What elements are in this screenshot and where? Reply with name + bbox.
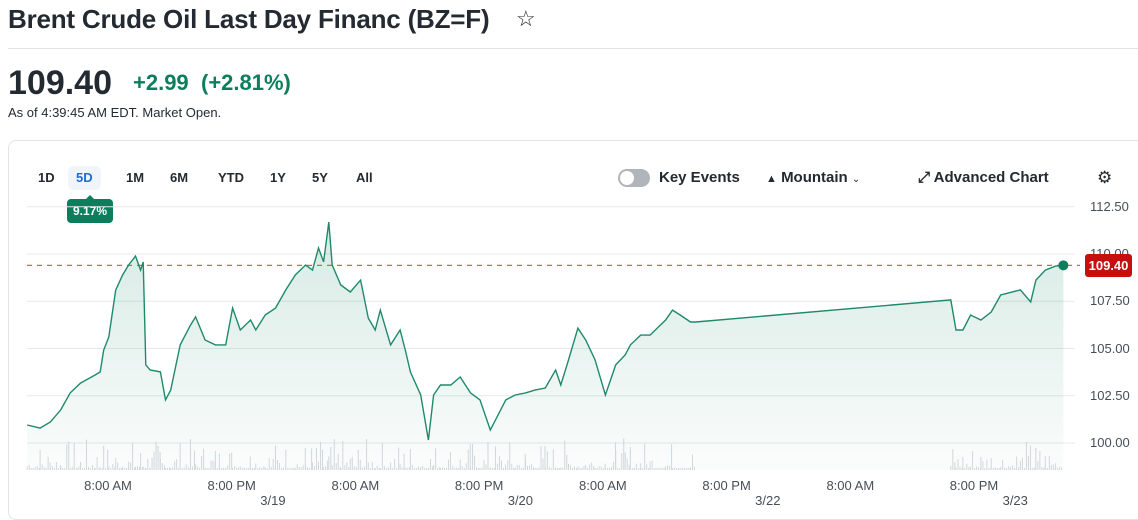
price-line [27, 222, 1064, 441]
current-price: 109.40 [8, 64, 112, 102]
chart-type-dropdown[interactable]: ▲ Mountain ⌄ [766, 169, 860, 186]
x-tick-label: 3/23 [1002, 493, 1028, 508]
y-tick-label: 100.00 [1090, 435, 1130, 450]
x-tick-label: 8:00 AM [826, 478, 875, 493]
range-tab-5d[interactable]: 5D [68, 166, 101, 190]
gear-icon[interactable]: ⚙ [1097, 168, 1113, 187]
range-tab-1m[interactable]: 1M [126, 170, 145, 185]
x-tick-label: 8:00 PM [207, 478, 256, 493]
x-tick-label: 8:00 PM [949, 478, 999, 493]
last-price-marker [1058, 260, 1069, 271]
x-tick-label: 3/19 [260, 493, 286, 508]
range-tab-6m[interactable]: 6M [170, 170, 189, 185]
mountain-icon: ▲ [766, 173, 777, 185]
advanced-chart-label: Advanced Chart [933, 169, 1049, 186]
x-tick-label: 8:00 PM [454, 478, 504, 493]
y-tick-label: 105.00 [1090, 340, 1130, 356]
key-events-toggle[interactable] [618, 169, 650, 187]
range-tab-1y[interactable]: 1Y [270, 170, 286, 185]
x-tick-label: 3/22 [755, 493, 781, 508]
chevron-down-icon: ⌄ [851, 174, 861, 185]
advanced-chart-button[interactable]: ⤢ Advanced Chart [918, 169, 1049, 186]
divider [8, 48, 1138, 49]
x-tick-label: 8:00 AM [331, 478, 380, 493]
x-tick-label: 8:00 AM [579, 478, 627, 493]
range-tab-all[interactable]: All [356, 170, 373, 185]
range-tab-ytd[interactable]: YTD [218, 170, 244, 185]
y-tick-label: 112.50 [1090, 198, 1129, 214]
market-status: As of 4:39:45 AM EDT. Market Open. [8, 105, 222, 120]
y-tick-label: 102.50 [1090, 387, 1130, 403]
range-change-badge: 9.17% [67, 195, 113, 223]
x-tick-label: 3/20 [507, 493, 534, 508]
star-outline-icon[interactable]: ☆ [516, 6, 536, 31]
price-change-percent: (+2.81%) [201, 70, 291, 95]
range-tab-5y[interactable]: 5Y [312, 170, 328, 185]
key-events-label: Key Events [659, 169, 740, 186]
y-tick-label: 107.50 [1090, 293, 1130, 309]
expand-icon: ⤢ [918, 169, 931, 186]
area-fill [27, 222, 1064, 470]
x-tick-label: 8:00 AM [84, 478, 132, 493]
page-title: Brent Crude Oil Last Day Financ (BZ=F) [8, 4, 490, 34]
current-price-label: 109.40 [1085, 254, 1132, 277]
x-tick-label: 8:00 PM [702, 478, 751, 493]
price-change: +2.99 [133, 70, 189, 95]
chart-type-label: Mountain [781, 169, 848, 186]
range-tab-1d[interactable]: 1D [38, 170, 55, 185]
